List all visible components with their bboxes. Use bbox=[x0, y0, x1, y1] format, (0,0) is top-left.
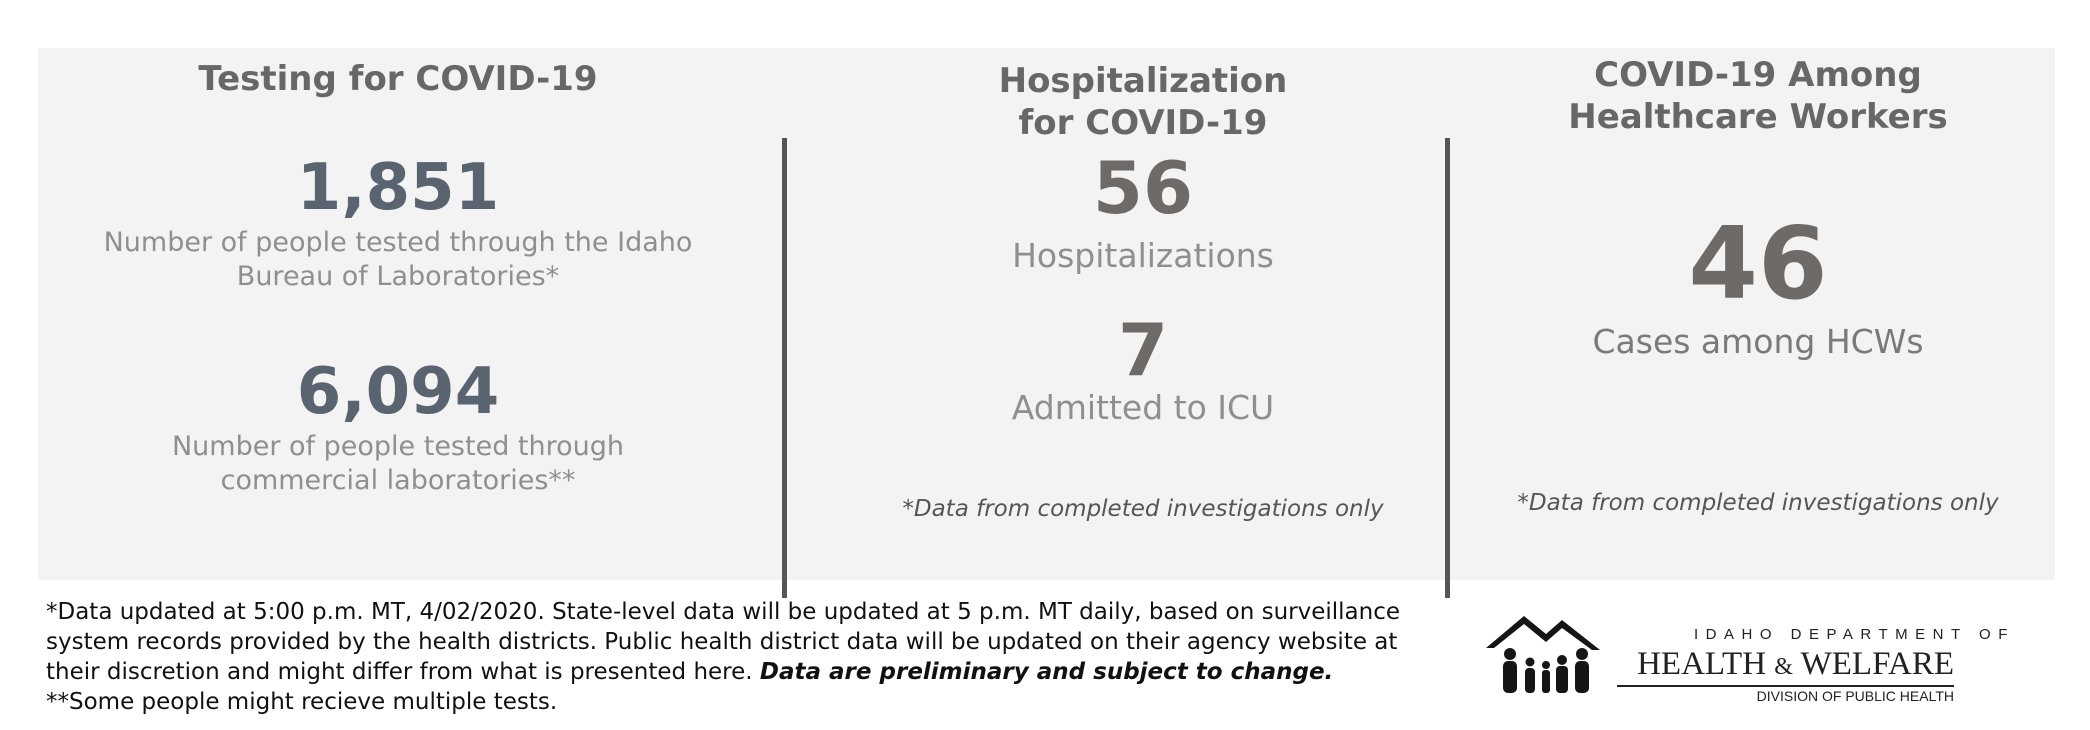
hcw-note-text: *Data from completed investigations only bbox=[1517, 490, 1999, 516]
icu-value: 7 bbox=[1117, 308, 1169, 392]
logo-ampersand: & bbox=[1774, 654, 1793, 680]
footer-notes: *Data updated at 5:00 p.m. MT, 4/02/2020… bbox=[46, 597, 1426, 717]
icu-stat: 7 Admitted to ICU bbox=[823, 314, 1463, 428]
family-house-icon bbox=[1486, 616, 1600, 693]
testing-section: Testing for COVID-19 bbox=[78, 58, 718, 100]
tested-idaho-label-line1: Number of people tested through the Idah… bbox=[103, 227, 693, 258]
hcw-section: COVID-19 Among Healthcare Workers bbox=[1463, 54, 2053, 138]
hospitalizations-stat: 56 Hospitalizations bbox=[823, 152, 1463, 276]
hospitalization-title-line2: for COVID-19 bbox=[1018, 103, 1268, 143]
idaho-dhw-logo: IDAHO DEPARTMENT OF HEALTH & WELFARE DIV… bbox=[1484, 612, 2015, 704]
footer-line-4: **Some people might recieve multiple tes… bbox=[46, 689, 558, 715]
logo-division-text: DIVISION OF PUBLIC HEALTH bbox=[1756, 688, 1954, 704]
hospitalization-note-text: *Data from completed investigations only bbox=[902, 496, 1384, 522]
footer-line-3: their discretion and might differ from w… bbox=[46, 657, 1426, 687]
hospitalizations-value: 56 bbox=[1092, 146, 1194, 230]
hcw-title-line2: Healthcare Workers bbox=[1568, 97, 1948, 137]
tested-idaho-stat: 1,851 Number of people tested through th… bbox=[78, 156, 718, 294]
column-divider-left bbox=[782, 138, 787, 598]
hcw-cases-label: Cases among HCWs bbox=[1592, 322, 1924, 361]
tested-commercial-stat: 6,094 Number of people tested through co… bbox=[78, 360, 718, 498]
testing-title: Testing for COVID-19 bbox=[198, 59, 598, 99]
hcw-cases-stat: 46 Cases among HCWs bbox=[1463, 214, 2053, 362]
footer-line-3-text: their discretion and might differ from w… bbox=[46, 659, 760, 685]
tested-commercial-value: 6,094 bbox=[296, 355, 500, 429]
tested-commercial-label-line1: Number of people tested through bbox=[171, 431, 625, 462]
logo-health-word: HEALTH bbox=[1637, 646, 1767, 682]
tested-idaho-value: 1,851 bbox=[296, 151, 500, 225]
column-divider-right bbox=[1445, 138, 1450, 598]
hcw-cases-value: 46 bbox=[1688, 205, 1828, 322]
hospitalization-section: Hospitalization for COVID-19 bbox=[823, 60, 1463, 144]
dashboard-panel: Testing for COVID-19 1,851 Number of peo… bbox=[38, 48, 2055, 598]
tested-idaho-label-line2: Bureau of Laboratories* bbox=[236, 261, 560, 292]
hcw-note: *Data from completed investigations only bbox=[1463, 488, 2053, 518]
footer-line-1: *Data updated at 5:00 p.m. MT, 4/02/2020… bbox=[46, 599, 1401, 625]
hospitalization-title-line1: Hospitalization bbox=[998, 61, 1288, 101]
logo-department-text: IDAHO DEPARTMENT OF bbox=[1694, 626, 2015, 643]
hospitalizations-label: Hospitalizations bbox=[1012, 236, 1274, 275]
hcw-title-line1: COVID-19 Among bbox=[1594, 55, 1922, 95]
footer-disclaimer: Data are preliminary and subject to chan… bbox=[759, 659, 1334, 685]
logo-welfare-word: WELFARE bbox=[1800, 646, 1954, 682]
tested-commercial-label-line2: commercial laboratories** bbox=[220, 465, 576, 496]
hospitalization-note: *Data from completed investigations only bbox=[823, 494, 1463, 524]
logo-health-welfare: HEALTH & WELFARE bbox=[1617, 646, 1954, 687]
footer-line-2: system records provided by the health di… bbox=[46, 629, 1398, 655]
icu-label: Admitted to ICU bbox=[1011, 388, 1275, 427]
